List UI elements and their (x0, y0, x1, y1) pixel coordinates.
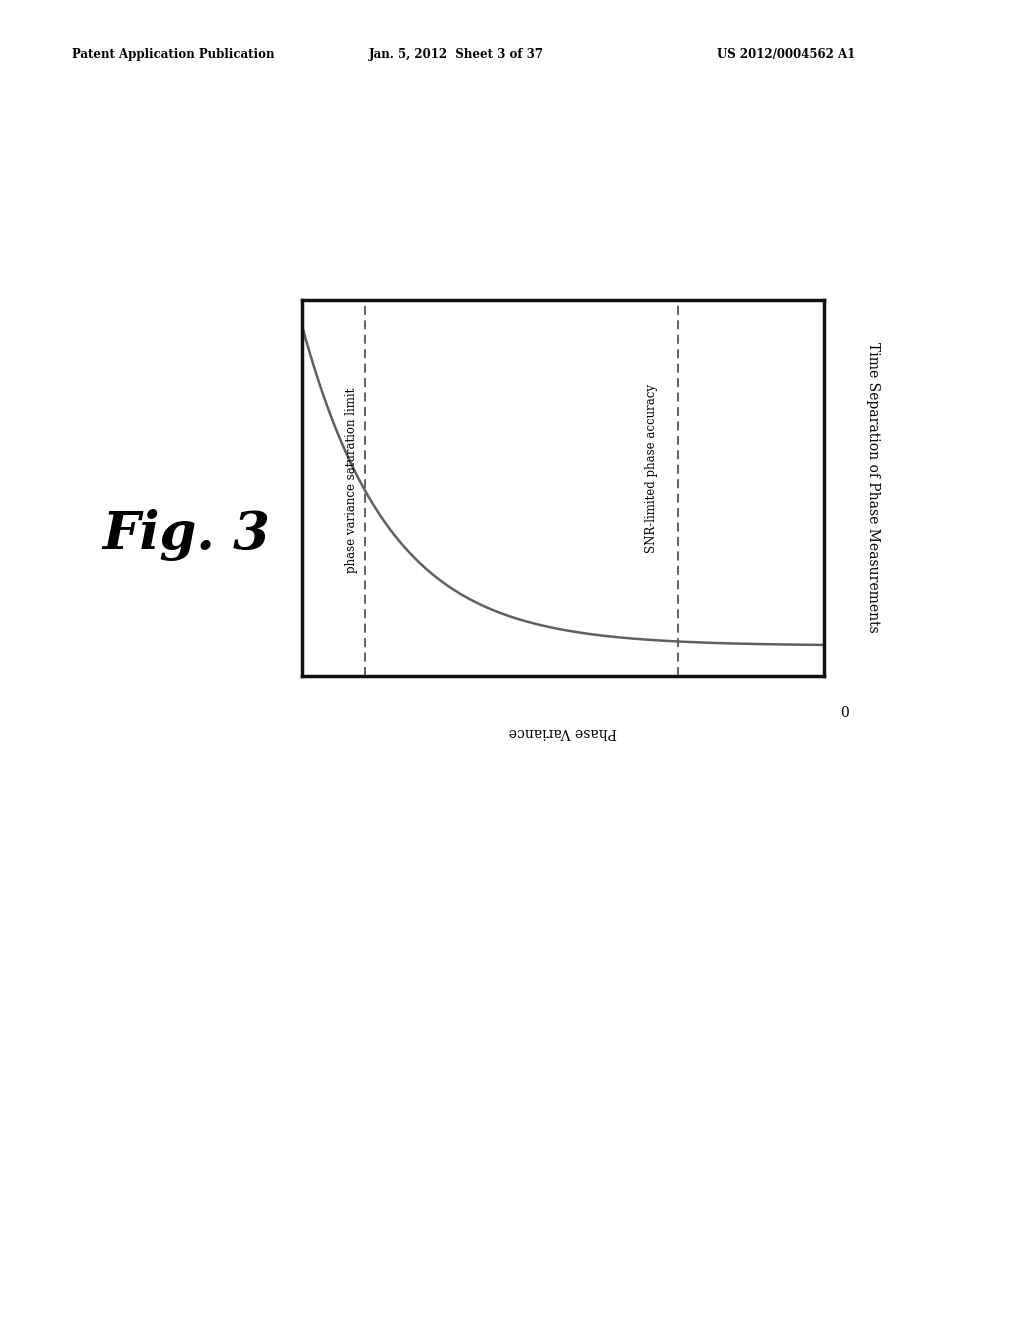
Text: phase variance saturation limit: phase variance saturation limit (345, 388, 358, 573)
Text: US 2012/0004562 A1: US 2012/0004562 A1 (717, 48, 855, 61)
Text: Jan. 5, 2012  Sheet 3 of 37: Jan. 5, 2012 Sheet 3 of 37 (369, 48, 544, 61)
Text: Fig. 3: Fig. 3 (102, 508, 270, 561)
Text: Time Separation of Phase Measurements: Time Separation of Phase Measurements (866, 342, 880, 634)
Text: 0: 0 (840, 706, 849, 719)
Text: SNR-limited phase accuracy: SNR-limited phase accuracy (645, 384, 658, 553)
Text: Phase Variance: Phase Variance (509, 725, 617, 739)
Text: Patent Application Publication: Patent Application Publication (72, 48, 274, 61)
